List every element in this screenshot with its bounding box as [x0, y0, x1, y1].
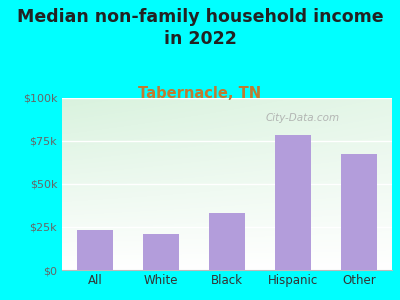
Bar: [341, 154, 377, 270]
Bar: [209, 213, 245, 270]
Text: Median non-family household income
in 2022: Median non-family household income in 20…: [17, 8, 383, 48]
Bar: [77, 230, 113, 270]
Text: Tabernacle, TN: Tabernacle, TN: [138, 85, 262, 100]
Bar: [275, 136, 311, 270]
Text: City-Data.com: City-Data.com: [266, 113, 340, 123]
Bar: [143, 234, 179, 270]
